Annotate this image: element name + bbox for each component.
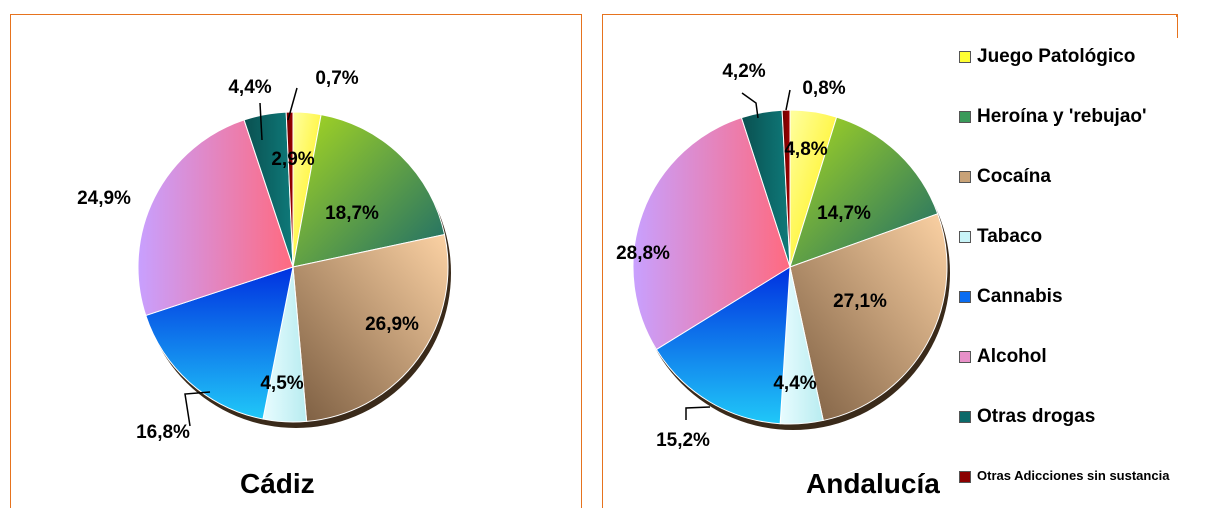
legend-item-heroina: Heroína y 'rebujao' [959,106,1209,166]
legend-item-cocaina: Cocaína [959,166,1209,226]
legend-label: Heroína y 'rebujao' [977,106,1147,128]
chart-title-cadiz: Cádiz [240,468,315,500]
legend-item-juego: Juego Patológico [959,46,1209,106]
legend-swatch-cannabis [959,291,971,303]
data-label-tabaco: 4,4% [773,373,816,394]
legend-swatch-tabaco [959,231,971,243]
legend-swatch-alcohol [959,351,971,363]
data-label-heroina: 14,7% [817,203,871,224]
legend-label: Tabaco [977,226,1042,248]
legend-item-otras-drogas: Otras drogas [959,406,1209,466]
data-label-alcohol: 24,9% [77,188,131,209]
legend-label: Cannabis [977,286,1063,308]
legend-swatch-otras-drogas [959,411,971,423]
chart-title-andalucia: Andalucía [806,468,940,500]
data-label-otras-drogas: 4,2% [722,61,765,82]
legend-swatch-heroina [959,111,971,123]
legend-item-cannabis: Cannabis [959,286,1209,346]
data-label-alcohol: 28,8% [616,243,670,264]
legend-swatch-cocaina [959,171,971,183]
legend-item-tabaco: Tabaco [959,226,1209,286]
data-label-otras-adicciones: 0,7% [315,68,358,89]
data-label-otras-drogas: 4,4% [228,77,271,98]
data-label-cocaina: 27,1% [833,291,887,312]
data-label-cocaina: 26,9% [365,314,419,335]
leader-line [786,90,790,110]
data-label-otras-adicciones: 0,8% [802,78,845,99]
data-label-heroina: 18,7% [325,203,379,224]
leader-line [686,407,710,420]
legend-item-otras-adicciones: Otras Adicciones sin sustancia [959,466,1209,526]
legend: Juego Patológico Heroína y 'rebujao' Coc… [959,46,1209,526]
data-label-tabaco: 4,5% [260,373,303,394]
data-label-juego: 2,9% [271,149,314,170]
legend-item-alcohol: Alcohol [959,346,1209,406]
legend-label: Cocaína [977,166,1051,188]
legend-label: Juego Patológico [977,46,1135,68]
data-label-cannabis: 15,2% [656,430,710,451]
legend-label: Otras drogas [977,406,1095,428]
data-label-cannabis: 16,8% [136,422,190,443]
legend-swatch-juego [959,51,971,63]
legend-label: Otras Adicciones sin sustancia [977,469,1169,482]
legend-label: Alcohol [977,346,1047,368]
legend-swatch-otras-adicciones [959,471,971,483]
data-label-juego: 4,8% [784,139,827,160]
